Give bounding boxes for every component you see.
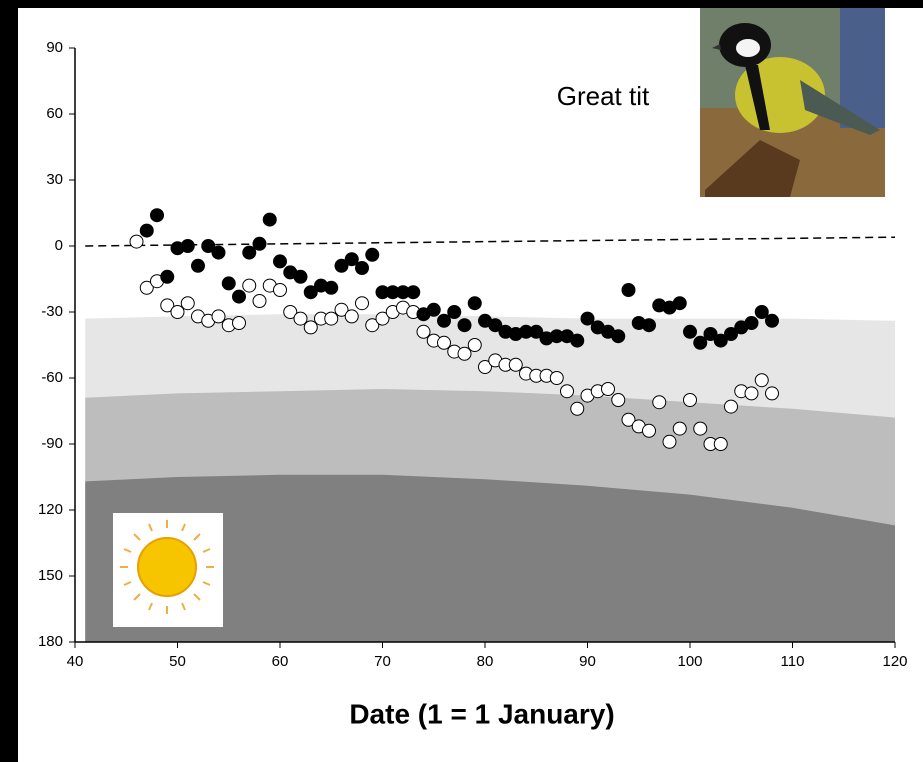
chart: 90 60 30 0 -30 -60 -90 120 150 18040 50 60 70 80 90 100… bbox=[0, 0, 923, 762]
data-point bbox=[755, 374, 768, 387]
data-point bbox=[274, 284, 287, 297]
data-point bbox=[192, 259, 205, 272]
sun-icon bbox=[113, 513, 223, 627]
y-tick-label: 150 bbox=[38, 567, 63, 584]
data-point bbox=[243, 279, 256, 292]
data-point bbox=[222, 277, 235, 290]
data-point bbox=[294, 270, 307, 283]
data-point bbox=[458, 319, 471, 332]
data-point bbox=[325, 312, 338, 325]
data-point bbox=[253, 237, 266, 250]
x-tick-label: 120 bbox=[882, 653, 907, 670]
chart-title: Great tit bbox=[557, 81, 650, 111]
y-tick-label: 180 bbox=[38, 633, 63, 650]
data-point bbox=[448, 306, 461, 319]
data-point bbox=[181, 240, 194, 253]
data-point bbox=[366, 248, 379, 261]
data-point bbox=[663, 435, 676, 448]
data-point bbox=[468, 339, 481, 352]
page: 90 60 30 0 -30 -60 -90 120 150 18040 50 60 70 80 90 100… bbox=[0, 0, 923, 762]
data-point bbox=[725, 400, 738, 413]
x-axis-label: Date (1 = 1 January) bbox=[349, 698, 614, 729]
data-point bbox=[233, 317, 246, 330]
x-tick-label: 110 bbox=[781, 653, 805, 670]
data-point bbox=[673, 297, 686, 310]
data-point bbox=[755, 306, 768, 319]
data-point bbox=[294, 312, 307, 325]
data-point bbox=[766, 314, 779, 327]
data-point bbox=[622, 284, 635, 297]
data-point bbox=[233, 290, 246, 303]
data-point bbox=[345, 310, 358, 323]
data-point bbox=[253, 295, 266, 308]
data-point bbox=[212, 246, 225, 259]
x-tick-label: 90 bbox=[579, 653, 596, 670]
x-tick-label: 60 bbox=[272, 653, 289, 670]
x-tick-label: 80 bbox=[477, 653, 494, 670]
data-point bbox=[643, 319, 656, 332]
data-point bbox=[458, 347, 471, 360]
data-point bbox=[612, 394, 625, 407]
data-point bbox=[714, 438, 727, 451]
y-tick-label: 30 bbox=[46, 171, 63, 188]
data-point bbox=[417, 325, 430, 338]
data-point bbox=[694, 422, 707, 435]
y-tick-label: 120 bbox=[38, 501, 63, 518]
data-point bbox=[427, 303, 440, 316]
data-point bbox=[745, 387, 758, 400]
y-tick-label: 60 bbox=[46, 105, 63, 122]
data-point bbox=[509, 358, 522, 371]
y-tick-label: 0 bbox=[55, 237, 63, 254]
data-point bbox=[345, 253, 358, 266]
data-point bbox=[438, 314, 451, 327]
y-tick-label: -30 bbox=[41, 303, 63, 320]
data-point bbox=[694, 336, 707, 349]
data-point bbox=[571, 402, 584, 415]
data-point bbox=[766, 387, 779, 400]
data-point bbox=[274, 255, 287, 268]
bird-photo bbox=[700, 8, 885, 197]
data-point bbox=[745, 317, 758, 330]
data-point bbox=[171, 306, 184, 319]
x-tick-label: 50 bbox=[169, 653, 186, 670]
x-tick-label: 100 bbox=[677, 653, 702, 670]
data-point bbox=[263, 213, 276, 226]
y-tick-label: 90 bbox=[46, 39, 63, 56]
data-point bbox=[438, 336, 451, 349]
data-point bbox=[643, 424, 656, 437]
data-point bbox=[550, 372, 563, 385]
data-point bbox=[161, 270, 174, 283]
data-point bbox=[304, 321, 317, 334]
data-point bbox=[151, 209, 164, 222]
data-point bbox=[571, 334, 584, 347]
data-point bbox=[612, 330, 625, 343]
y-tick-label: -90 bbox=[41, 435, 63, 452]
data-point bbox=[407, 286, 420, 299]
y-tick-label: -60 bbox=[41, 369, 63, 386]
data-point bbox=[181, 297, 194, 310]
data-point bbox=[561, 385, 574, 398]
data-point bbox=[581, 312, 594, 325]
data-point bbox=[356, 297, 369, 310]
x-tick-label: 70 bbox=[374, 653, 391, 670]
data-point bbox=[468, 297, 481, 310]
data-point bbox=[684, 325, 697, 338]
data-point bbox=[325, 281, 338, 294]
data-point bbox=[653, 396, 666, 409]
data-point bbox=[602, 383, 615, 396]
x-tick-label: 40 bbox=[67, 653, 84, 670]
data-point bbox=[684, 394, 697, 407]
data-point bbox=[243, 246, 256, 259]
data-point bbox=[356, 262, 369, 275]
data-point bbox=[673, 422, 686, 435]
data-point bbox=[140, 224, 153, 237]
data-point bbox=[130, 235, 143, 248]
data-point bbox=[212, 310, 225, 323]
